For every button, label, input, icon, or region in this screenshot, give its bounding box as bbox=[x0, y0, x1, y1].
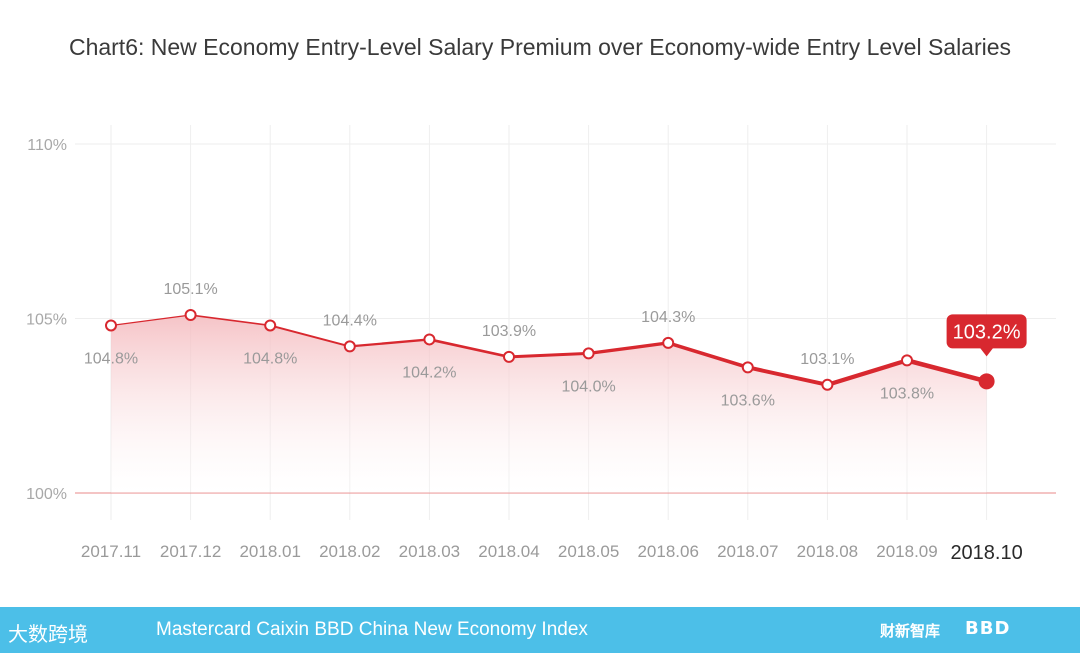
line-chart: 100%105%110% 104.8%105.1%104.8%104.4%104… bbox=[26, 125, 1056, 564]
callout-pointer bbox=[979, 347, 994, 357]
x-tick-label: 2018.07 bbox=[717, 542, 778, 561]
x-tick-label: 2018.04 bbox=[478, 542, 539, 561]
source-text: Mastercard Caixin BBD China New Economy … bbox=[156, 619, 588, 640]
data-point bbox=[662, 336, 675, 349]
data-point bbox=[184, 309, 197, 322]
x-tick-label: 2017.12 bbox=[160, 542, 221, 561]
x-tick-label: 2018.05 bbox=[558, 542, 619, 561]
data-label: 104.2% bbox=[402, 364, 456, 381]
data-label: 104.0% bbox=[561, 378, 615, 395]
x-tick-label: 2018.02 bbox=[319, 542, 380, 561]
line-segment bbox=[825, 358, 910, 387]
x-tick-label: 2018.01 bbox=[239, 542, 300, 561]
callout-label: 103.2% bbox=[953, 321, 1021, 343]
line-segment bbox=[428, 338, 511, 359]
data-point bbox=[423, 333, 436, 346]
line-segment bbox=[745, 365, 830, 387]
footer-bar: 大数跨境 Mastercard Caixin BBD China New Eco… bbox=[0, 607, 1080, 653]
logo-caixin: 财新智库 bbox=[880, 622, 941, 640]
data-label: 103.6% bbox=[721, 392, 775, 409]
logo-bbd: BBD bbox=[965, 618, 1011, 639]
area-path bbox=[111, 315, 987, 493]
x-axis: 2017.11 2017.12 2018.01 2018.02 2018.03 2018.… bbox=[81, 542, 1023, 564]
y-axis: 100% 105% 110% bbox=[26, 137, 67, 503]
logo-left: 大数跨境 bbox=[8, 622, 88, 646]
data-label: 103.9% bbox=[482, 323, 536, 340]
area-fill bbox=[111, 315, 987, 493]
y-tick-label: 105% bbox=[26, 312, 67, 329]
x-tick-label: 2018.09 bbox=[876, 542, 937, 561]
line-segment bbox=[269, 324, 351, 348]
data-label: 104.8% bbox=[84, 350, 138, 367]
y-tick-label: 100% bbox=[26, 486, 67, 503]
data-label: 105.1% bbox=[163, 281, 217, 298]
x-tick-label: 2018.06 bbox=[637, 542, 698, 561]
x-tick-label: 2017.11 bbox=[81, 542, 141, 561]
chart-title: Chart6: New Economy Entry-Level Salary P… bbox=[68, 34, 1012, 60]
x-tick-label: 2018.03 bbox=[399, 542, 460, 561]
data-point bbox=[741, 361, 754, 374]
line-segment bbox=[586, 341, 670, 356]
data-points bbox=[105, 309, 995, 391]
x-tick-label: 2018.08 bbox=[797, 542, 858, 561]
line-segment bbox=[189, 314, 272, 327]
line-segment bbox=[904, 358, 989, 384]
data-point bbox=[901, 354, 913, 367]
data-point bbox=[105, 319, 117, 332]
series-line bbox=[110, 314, 989, 387]
y-tick-label: 110% bbox=[27, 137, 67, 154]
highlight-callout: 103.2% bbox=[946, 314, 1027, 357]
data-point bbox=[821, 378, 834, 391]
data-point bbox=[343, 340, 356, 353]
data-labels: 104.8% 105.1% 104.8% 104.4% 104.2% 103.9% 104.… bbox=[84, 281, 934, 409]
data-point bbox=[582, 347, 595, 360]
line-segment bbox=[666, 341, 750, 370]
x-tick-label: 2018.10 bbox=[950, 542, 1022, 564]
data-label: 103.1% bbox=[800, 351, 854, 368]
line-segment bbox=[507, 351, 591, 359]
data-label: 104.4% bbox=[323, 312, 377, 329]
line-segment bbox=[110, 314, 192, 327]
line-segment bbox=[348, 338, 431, 348]
data-label: 103.8% bbox=[880, 385, 934, 402]
data-label: 104.8% bbox=[243, 350, 297, 367]
callout-box bbox=[946, 314, 1027, 349]
data-point bbox=[264, 319, 277, 332]
data-point bbox=[503, 350, 515, 363]
data-label: 104.3% bbox=[641, 309, 695, 326]
data-point-highlight bbox=[978, 373, 995, 390]
